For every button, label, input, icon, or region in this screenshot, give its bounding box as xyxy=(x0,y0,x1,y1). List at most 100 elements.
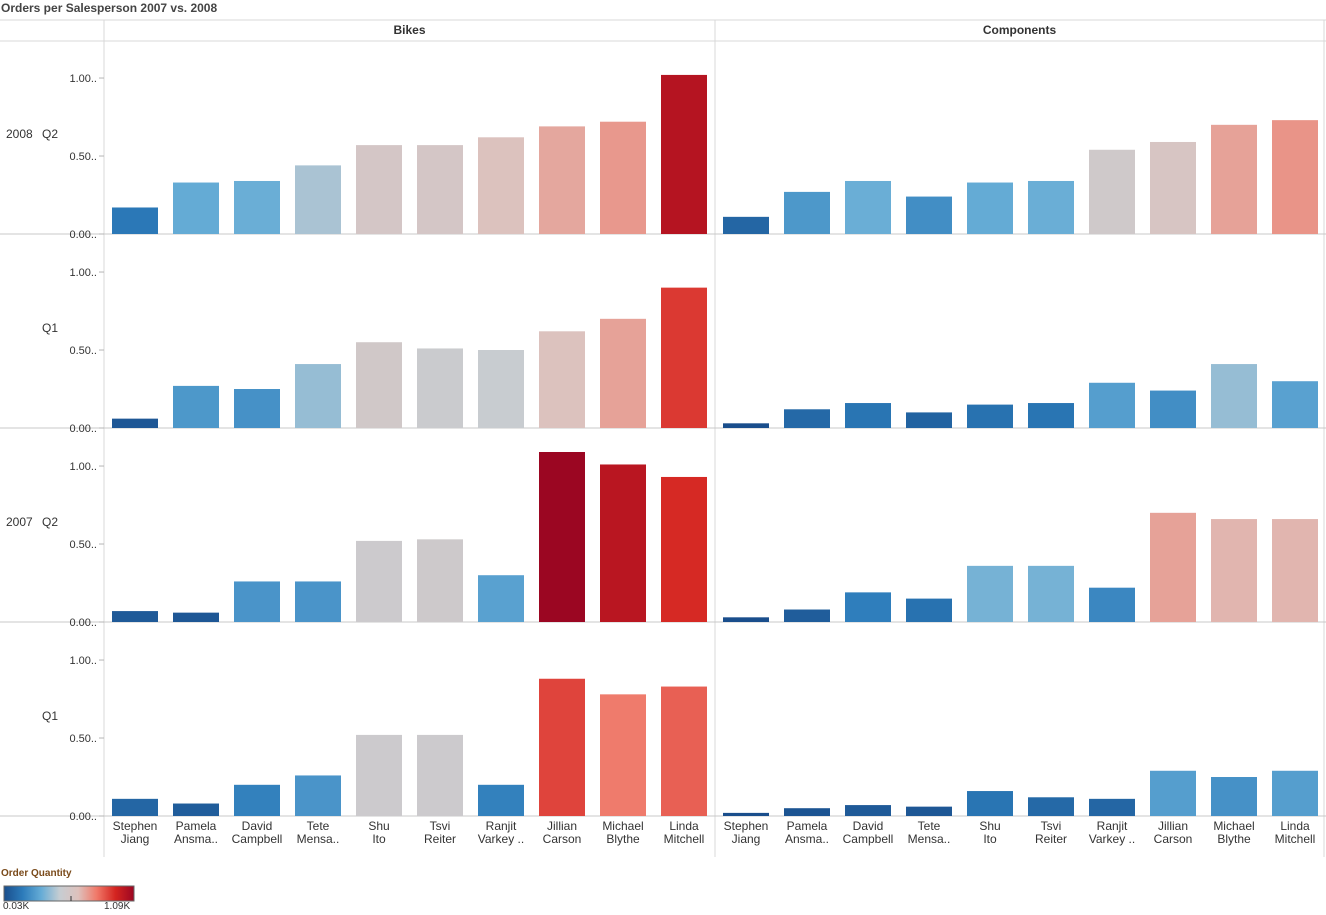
bar xyxy=(1089,382,1135,428)
bar xyxy=(539,331,585,428)
bar xyxy=(784,191,830,234)
bar xyxy=(1272,770,1318,816)
bar xyxy=(112,798,158,816)
x-tick-label: Tsvi Reiter xyxy=(424,819,456,846)
bar xyxy=(417,734,463,816)
x-tick-label: Ranjit Varkey .. xyxy=(478,819,524,846)
x-tick-label: Jillian Carson xyxy=(1154,819,1193,846)
bar xyxy=(1211,124,1257,234)
bar xyxy=(906,598,952,622)
bar xyxy=(723,423,769,428)
bar xyxy=(539,126,585,234)
bar xyxy=(295,165,341,234)
bar xyxy=(1211,519,1257,622)
y-tick-label: 0.50.. xyxy=(69,151,97,163)
bar xyxy=(1150,512,1196,622)
color-legend-gradient xyxy=(3,885,135,902)
bar xyxy=(906,196,952,234)
bar xyxy=(173,182,219,234)
y-tick-label: 0.50.. xyxy=(69,733,97,745)
bar xyxy=(661,74,707,234)
bar xyxy=(1272,519,1318,622)
chart-title: Orders per Salesperson 2007 vs. 2008 xyxy=(1,1,218,15)
bar xyxy=(906,412,952,428)
bar xyxy=(906,806,952,816)
bar xyxy=(723,216,769,234)
y-tick-label: 1.00.. xyxy=(69,73,97,85)
column-header-components: Components xyxy=(983,23,1057,37)
bar xyxy=(1272,120,1318,234)
bar xyxy=(356,540,402,622)
bar xyxy=(112,207,158,234)
bar xyxy=(173,385,219,428)
bar xyxy=(600,464,646,622)
color-legend[interactable] xyxy=(3,885,135,902)
x-tick-label: Stephen Jiang xyxy=(724,819,769,846)
bar xyxy=(234,784,280,816)
row-year-label: 2007 xyxy=(6,515,33,529)
bar xyxy=(234,180,280,234)
bar xyxy=(1028,797,1074,816)
bar xyxy=(478,575,524,622)
x-tick-label: Linda Mitchell xyxy=(664,819,705,846)
x-tick-label: David Campbell xyxy=(232,819,283,846)
x-tick-label: David Campbell xyxy=(843,819,894,846)
y-tick-label: 0.00.. xyxy=(69,423,97,435)
x-tick-label: Shu Ito xyxy=(368,819,389,846)
color-legend-title: Order Quantity xyxy=(1,868,72,879)
bar xyxy=(417,539,463,622)
x-tick-label: Tete Mensa.. xyxy=(908,819,951,846)
bar xyxy=(661,686,707,816)
bar xyxy=(234,581,280,622)
bar xyxy=(1089,798,1135,816)
bar xyxy=(600,318,646,428)
bar xyxy=(356,145,402,234)
bar xyxy=(539,452,585,622)
bar xyxy=(1028,565,1074,622)
bar xyxy=(1211,777,1257,816)
bar xyxy=(967,565,1013,622)
x-tick-label: Pamela Ansma.. xyxy=(174,819,218,846)
bar xyxy=(967,182,1013,234)
bar xyxy=(1028,180,1074,234)
x-tick-label: Jillian Carson xyxy=(543,819,582,846)
bar xyxy=(478,137,524,234)
row-quarter-label: Q1 xyxy=(42,321,58,335)
bar xyxy=(845,805,891,816)
bar xyxy=(845,180,891,234)
bar xyxy=(784,808,830,816)
bar xyxy=(417,348,463,428)
bar xyxy=(478,784,524,816)
x-tick-label: Ranjit Varkey .. xyxy=(1089,819,1135,846)
row-year-label: 2008 xyxy=(6,127,33,141)
bar xyxy=(845,592,891,622)
bar xyxy=(112,418,158,428)
bar xyxy=(356,342,402,428)
color-legend-max-label: 1.09K xyxy=(104,901,131,912)
x-tick-label: Michael Blythe xyxy=(1213,819,1254,846)
bar xyxy=(295,581,341,622)
color-legend-min-label: 0.03K xyxy=(3,901,30,912)
y-tick-label: 0.00.. xyxy=(69,811,97,823)
bar xyxy=(1150,770,1196,816)
x-tick-label: Tete Mensa.. xyxy=(297,819,340,846)
y-tick-label: 1.00.. xyxy=(69,461,97,473)
bar xyxy=(784,409,830,428)
bar xyxy=(784,609,830,622)
x-tick-label: Tsvi Reiter xyxy=(1035,819,1067,846)
x-tick-label: Pamela Ansma.. xyxy=(785,819,829,846)
x-tick-label: Linda Mitchell xyxy=(1275,819,1316,846)
faceted-bar-chart: Bikes Components 2008 Q2 0.00.. 0.50.. 1.00.. Q… xyxy=(0,19,1326,857)
y-tick-label: 0.00.. xyxy=(69,617,97,629)
y-tick-label: 0.50.. xyxy=(69,345,97,357)
bar xyxy=(295,775,341,816)
bar xyxy=(478,350,524,428)
bar xyxy=(600,121,646,234)
x-tick-label: Shu Ito xyxy=(979,819,1000,846)
bar xyxy=(1089,587,1135,622)
bar xyxy=(1028,403,1074,428)
bar xyxy=(600,694,646,816)
x-tick-label: Stephen Jiang xyxy=(113,819,158,846)
y-tick-label: 1.00.. xyxy=(69,655,97,667)
bar xyxy=(967,791,1013,816)
